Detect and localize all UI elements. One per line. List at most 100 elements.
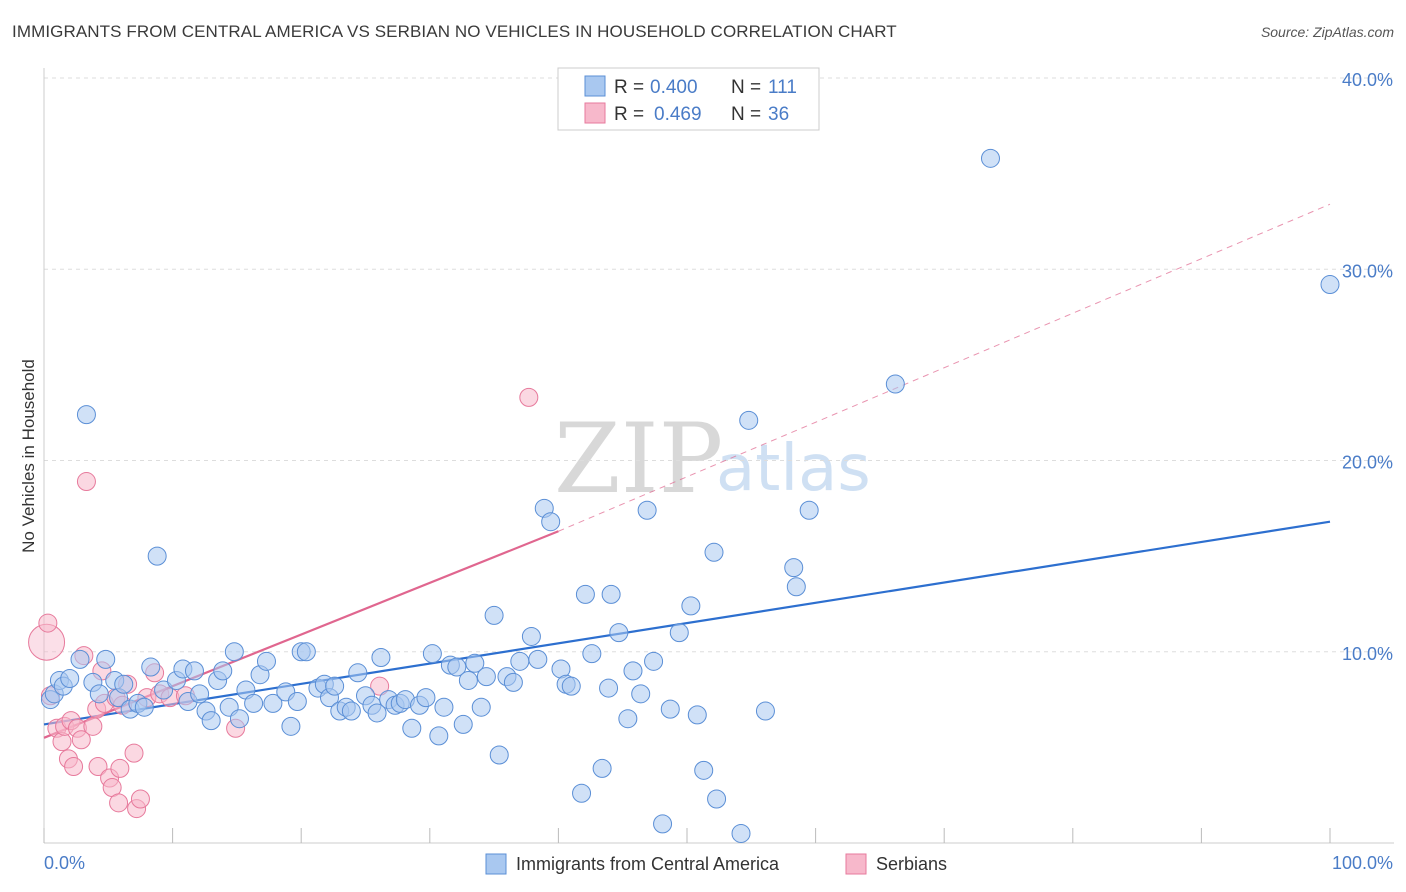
watermark-zip: ZIP [554, 403, 723, 515]
chart-title: IMMIGRANTS FROM CENTRAL AMERICA VS SERBI… [12, 22, 897, 41]
point-central-america [471, 697, 491, 717]
point-central-america [76, 405, 96, 425]
point-central-america [465, 653, 485, 673]
point-central-america [561, 676, 581, 696]
point-central-america [281, 716, 301, 736]
point-central-america [213, 661, 233, 681]
legend-pink-n-value: 36 [768, 104, 789, 125]
legend-bottom-pink-swatch [845, 853, 867, 875]
point-central-america [618, 709, 638, 729]
point-central-america [592, 758, 612, 778]
point-central-america [541, 512, 561, 532]
point-central-america [458, 670, 478, 690]
point-central-america [341, 701, 361, 721]
point-central-america [755, 701, 775, 721]
point-central-america [599, 678, 619, 698]
point-serbians [83, 716, 103, 736]
point-serbians [71, 730, 91, 750]
point-serbians [76, 472, 96, 492]
legend-bottom-pink-label: Serbians [876, 854, 947, 874]
legend-blue-r-value: 0.400 [650, 77, 698, 98]
point-serbians [110, 758, 130, 778]
axes [43, 68, 1394, 844]
source-label: Source: ZipAtlas.com [1260, 24, 1394, 40]
point-central-america [256, 651, 276, 671]
point-central-america [681, 596, 701, 616]
point-serbians [64, 757, 84, 776]
point-central-america [669, 623, 689, 643]
point-central-america [96, 649, 116, 669]
point-central-america [582, 644, 602, 664]
point-central-america [453, 714, 473, 734]
point-central-america [476, 667, 496, 687]
point-central-america [154, 680, 174, 700]
point-central-america [521, 626, 541, 646]
point-central-america [244, 693, 264, 713]
legend-bottom-blue-swatch [485, 853, 507, 875]
legend-blue-swatch [584, 75, 606, 97]
legend-blue-n-value: 111 [768, 77, 797, 98]
legend-pink-r-value: 0.469 [654, 104, 702, 125]
y-tick-label: 20.0% [1342, 453, 1393, 473]
point-central-america [637, 500, 657, 520]
point-central-america [434, 697, 454, 717]
point-serbians [109, 793, 129, 813]
legend-blue-n-label: N = [731, 77, 761, 98]
y-tick-label: 10.0% [1342, 644, 1393, 664]
point-central-america [503, 672, 523, 692]
legend-bottom-blue-label: Immigrants from Central America [516, 854, 780, 874]
y-tick-label: 30.0% [1342, 261, 1393, 281]
point-central-america [367, 703, 387, 723]
point-central-america [885, 374, 905, 394]
y-axis-label: No Vehicles in Household [19, 359, 38, 553]
point-central-america [429, 726, 449, 746]
legend-blue-r-label: R = [614, 77, 644, 98]
legend-pink-swatch [584, 102, 606, 124]
point-central-america [731, 823, 751, 843]
trend-line-serbians-extension [558, 203, 1331, 532]
point-central-america [141, 657, 161, 677]
point-central-america [1320, 275, 1340, 295]
watermark: ZIP atlas [554, 403, 871, 515]
point-central-america [201, 711, 221, 731]
point-central-america [184, 661, 204, 681]
point-central-america [784, 558, 804, 578]
point-serbians [519, 387, 539, 407]
point-central-america [510, 651, 530, 671]
point-central-america [660, 699, 680, 719]
point-central-america [707, 789, 727, 809]
trend-line-central-america [43, 520, 1331, 726]
point-central-america [687, 705, 707, 725]
point-central-america [484, 605, 504, 625]
gridlines [44, 77, 1394, 653]
point-central-america [489, 745, 509, 765]
legend-pink-n-label: N = [731, 104, 761, 125]
point-central-america [296, 642, 316, 662]
point-central-america [89, 684, 109, 704]
point-central-america [371, 647, 391, 667]
point-central-america [623, 661, 643, 681]
point-central-america [447, 657, 467, 677]
point-central-america [134, 697, 154, 717]
point-serbians [88, 757, 108, 776]
y-tick-labels: 10.0% 20.0% 30.0% 40.0% [1342, 70, 1393, 664]
x-tick-label-max: 100.0% [1332, 853, 1393, 873]
point-serbians [124, 743, 144, 763]
point-central-america [114, 674, 134, 694]
point-central-america [263, 693, 283, 713]
point-central-america [229, 709, 249, 729]
point-serbians [38, 613, 58, 633]
point-central-america [416, 688, 436, 708]
point-serbians [130, 789, 150, 809]
watermark-atlas: atlas [716, 432, 871, 506]
point-central-america [325, 676, 345, 696]
point-central-america [70, 649, 90, 669]
point-central-america [60, 669, 80, 689]
point-central-america [739, 410, 759, 430]
point-central-america [190, 684, 210, 704]
point-central-america [786, 577, 806, 597]
point-central-america [609, 623, 629, 643]
series-serbians [28, 387, 539, 819]
point-central-america [402, 718, 422, 738]
